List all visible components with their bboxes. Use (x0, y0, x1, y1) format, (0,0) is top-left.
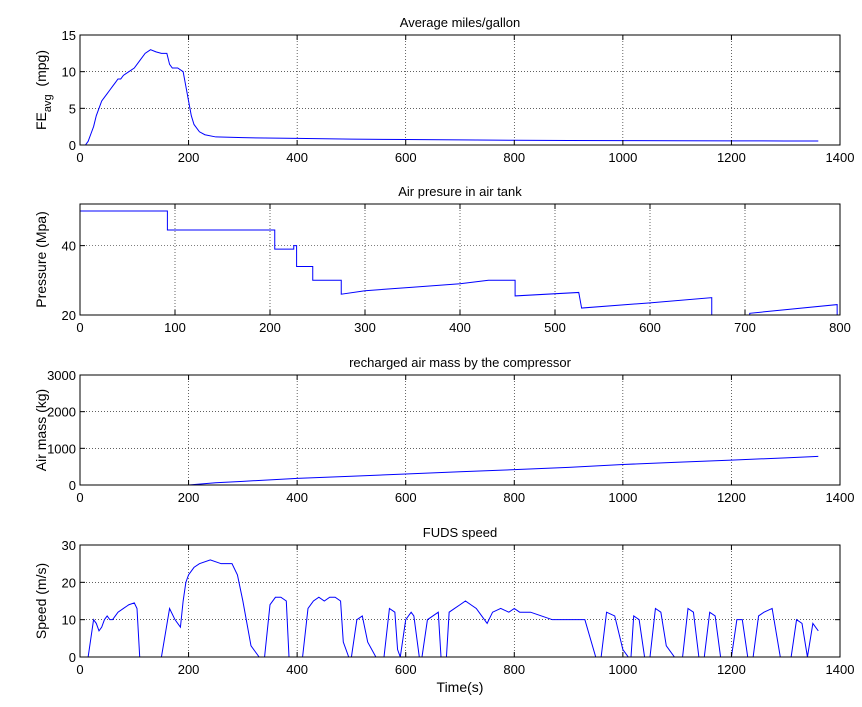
x-tick-label: 600 (639, 320, 661, 335)
y-tick-label: 40 (62, 239, 76, 254)
plot-area (80, 375, 840, 485)
x-tick-label: 200 (178, 490, 200, 505)
x-tick-label: 600 (395, 150, 417, 165)
x-tick-label: 800 (503, 150, 525, 165)
x-axis-label: Time(s) (437, 679, 484, 695)
y-tick-label: 20 (62, 308, 76, 323)
y-axis-label: Air mass (kg) (33, 389, 49, 471)
axes-box (79, 374, 841, 486)
x-tick-label: 400 (286, 662, 308, 677)
y-tick-label: 15 (62, 28, 76, 43)
series-line-1 (80, 49, 819, 145)
subplot-4: 0 200 400 600 800 1000 1200 1400 0 10 20 30 FUDS spe… (33, 525, 854, 695)
series-line-1 (80, 559, 819, 657)
x-tick-label: 200 (178, 150, 200, 165)
chart-title: recharged air mass by the compressor (349, 355, 571, 370)
x-tick-label: 400 (286, 150, 308, 165)
x-tick-label: 300 (354, 320, 376, 335)
y-axis-label: Pressure (Mpa) (33, 211, 49, 307)
x-tick-label: 600 (395, 490, 417, 505)
x-tick-label: 400 (449, 320, 471, 335)
x-tick-label: 600 (395, 662, 417, 677)
x-tick-label: 1200 (717, 490, 746, 505)
x-tick-label: 1400 (826, 490, 855, 505)
x-tick-label: 1200 (717, 662, 746, 677)
x-tick-label: 0 (76, 662, 83, 677)
axes-box (79, 34, 841, 146)
x-tick-label: 1200 (717, 150, 746, 165)
series-line-1 (80, 210, 838, 315)
x-tick-label: 200 (259, 320, 281, 335)
x-tick-label: 1400 (826, 662, 855, 677)
y-tick-label: 1000 (47, 441, 76, 456)
y-axis-label: FEavg (mpg) (33, 50, 54, 130)
x-tick-label: 1400 (826, 150, 855, 165)
subplot-3: 0 200 400 600 800 1000 1200 1400 0 1000 2000 3000 re… (33, 355, 854, 505)
x-tick-label: 700 (734, 320, 756, 335)
y-tick-label: 5 (69, 101, 76, 116)
chart-title: Air presure in air tank (398, 184, 522, 199)
y-tick-label: 10 (62, 65, 76, 80)
x-tick-label: 0 (76, 320, 83, 335)
subplot-1: 0 200 400 600 800 1000 1200 1400 0 5 10 15 Average m… (33, 15, 854, 165)
x-tick-label: 800 (503, 662, 525, 677)
plot-area (80, 35, 840, 145)
chart-title: Average miles/gallon (400, 15, 520, 30)
plot-area (80, 545, 840, 657)
axes-box (79, 544, 841, 658)
y-tick-label: 30 (62, 538, 76, 553)
y-tick-label: 2000 (47, 405, 76, 420)
x-tick-label: 800 (503, 490, 525, 505)
y-tick-label: 10 (62, 613, 76, 628)
x-tick-label: 400 (286, 490, 308, 505)
y-tick-label: 3000 (47, 368, 76, 383)
x-tick-label: 800 (829, 320, 851, 335)
x-tick-label: 200 (178, 662, 200, 677)
x-tick-label: 1000 (608, 150, 637, 165)
chart-title: FUDS speed (423, 525, 497, 540)
plot-area (80, 204, 840, 315)
y-tick-label: 0 (69, 478, 76, 493)
x-tick-label: 1000 (608, 662, 637, 677)
series-line-1 (80, 455, 819, 485)
x-tick-label: 100 (164, 320, 186, 335)
x-tick-label: 0 (76, 490, 83, 505)
x-tick-label: 500 (544, 320, 566, 335)
y-axis-label: Speed (m/s) (33, 563, 49, 639)
x-tick-label: 0 (76, 150, 83, 165)
subplot-2: 0 100 200 300 400 500 600 700 800 20 40 Air presure… (33, 184, 851, 335)
x-tick-label: 1000 (608, 490, 637, 505)
y-tick-label: 0 (69, 650, 76, 665)
y-tick-label: 20 (62, 575, 76, 590)
y-tick-label: 0 (69, 138, 76, 153)
